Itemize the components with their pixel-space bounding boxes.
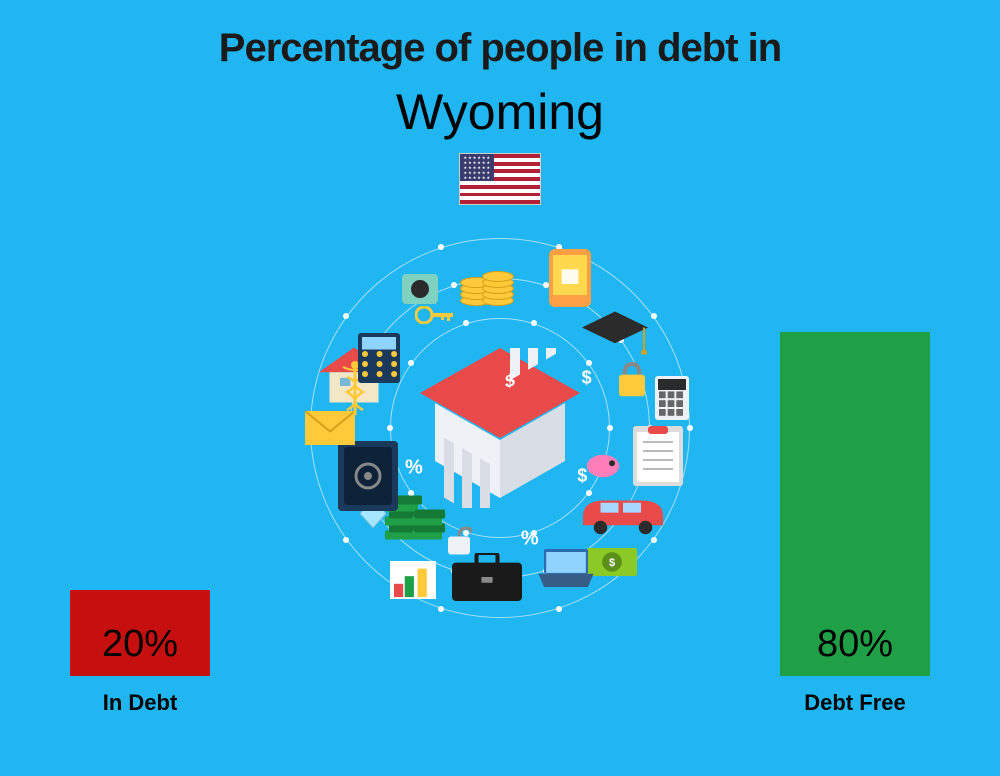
us-flag-icon: ★★★★★★★★★★★★★★★★★★★★★★★★★★★★★★ xyxy=(459,153,541,205)
bar: 80% xyxy=(780,332,930,676)
title-line2: Wyoming xyxy=(0,83,1000,141)
bar-label: Debt Free xyxy=(804,690,905,716)
bar-value: 80% xyxy=(780,623,930,666)
bar-chart: 20% In Debt 80% Debt Free xyxy=(0,256,1000,716)
bar: 20% xyxy=(70,590,210,676)
orbit-dot xyxy=(438,244,444,250)
flag-container: ★★★★★★★★★★★★★★★★★★★★★★★★★★★★★★ xyxy=(0,153,1000,205)
bar-label: In Debt xyxy=(103,690,178,716)
bar-value: 20% xyxy=(70,623,210,666)
bar-group-debt-free: 80% Debt Free xyxy=(780,332,930,716)
bar-group-in-debt: 20% In Debt xyxy=(70,590,210,716)
title-line1: Percentage of people in debt in xyxy=(0,0,1000,71)
